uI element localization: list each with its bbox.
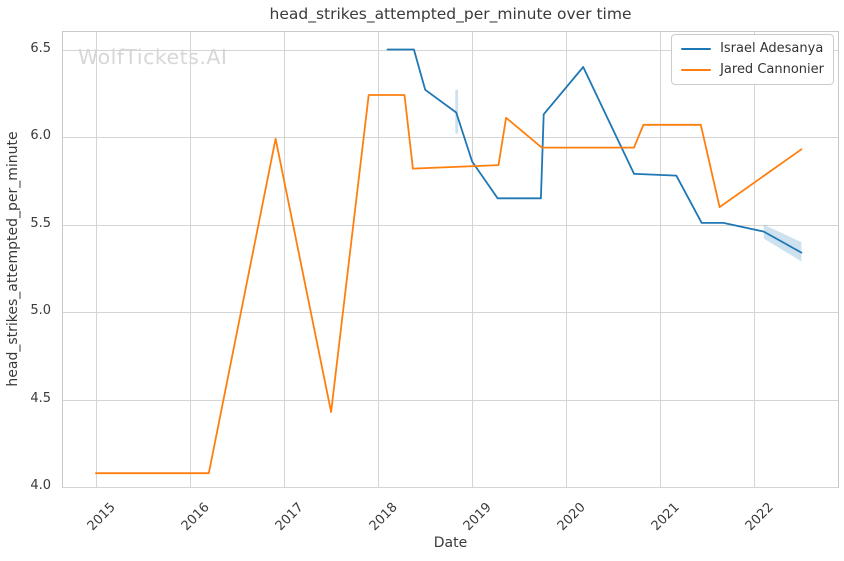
y-tick-label: 4.5 (30, 390, 51, 406)
series-line-israel-adesanya (386, 48, 803, 254)
legend-entry: Jared Cannonier (681, 61, 824, 79)
y-gridline (63, 312, 838, 314)
y-tick-label: 5.0 (30, 303, 51, 319)
x-gridline (754, 32, 756, 487)
x-axis-label: Date (433, 535, 468, 551)
plot-canvas (95, 48, 803, 475)
y-tick-label: 6.0 (30, 128, 51, 144)
legend-line-swatch (681, 68, 712, 72)
series-line-jared-cannonier (95, 94, 803, 475)
x-tick-label: 2020 (554, 500, 589, 535)
legend: Israel Adesanya Jared Cannonier (671, 34, 834, 85)
x-gridline (566, 32, 568, 487)
x-tick-label: 2017 (272, 500, 307, 535)
x-gridline (378, 32, 380, 487)
x-tick-label: 2018 (366, 500, 401, 535)
x-tick-label: 2021 (648, 500, 683, 535)
y-gridline (63, 224, 838, 226)
legend-entry-label: Israel Adesanya (720, 41, 824, 56)
legend-line-swatch (681, 47, 712, 51)
x-tick-label: 2015 (84, 500, 119, 535)
y-gridline (63, 399, 838, 401)
x-tick-label: 2016 (178, 500, 213, 535)
y-gridline (63, 487, 838, 489)
y-tick-label: 5.5 (30, 215, 51, 231)
x-gridline (472, 32, 474, 487)
y-gridline (63, 49, 838, 51)
y-axis-label: head_strikes_attempted_per_minute (5, 131, 21, 387)
legend-entry-label: Jared Cannonier (720, 62, 824, 77)
y-tick-label: 4.0 (30, 478, 51, 494)
confidence-band (455, 89, 459, 134)
chart-title: head_strikes_attempted_per_minute over t… (269, 5, 632, 23)
x-gridline (284, 32, 286, 487)
x-gridline (190, 32, 191, 487)
watermark: WolfTickets.AI (78, 45, 228, 69)
plot-area: Israel Adesanya Jared Cannonier (62, 31, 839, 489)
y-gridline (63, 137, 838, 139)
x-gridline (95, 32, 97, 487)
x-tick-label: 2022 (743, 500, 778, 535)
x-tick-label: 2019 (460, 500, 495, 535)
y-tick-label: 6.5 (30, 40, 51, 56)
legend-entry: Israel Adesanya (681, 40, 824, 58)
x-gridline (660, 32, 662, 487)
